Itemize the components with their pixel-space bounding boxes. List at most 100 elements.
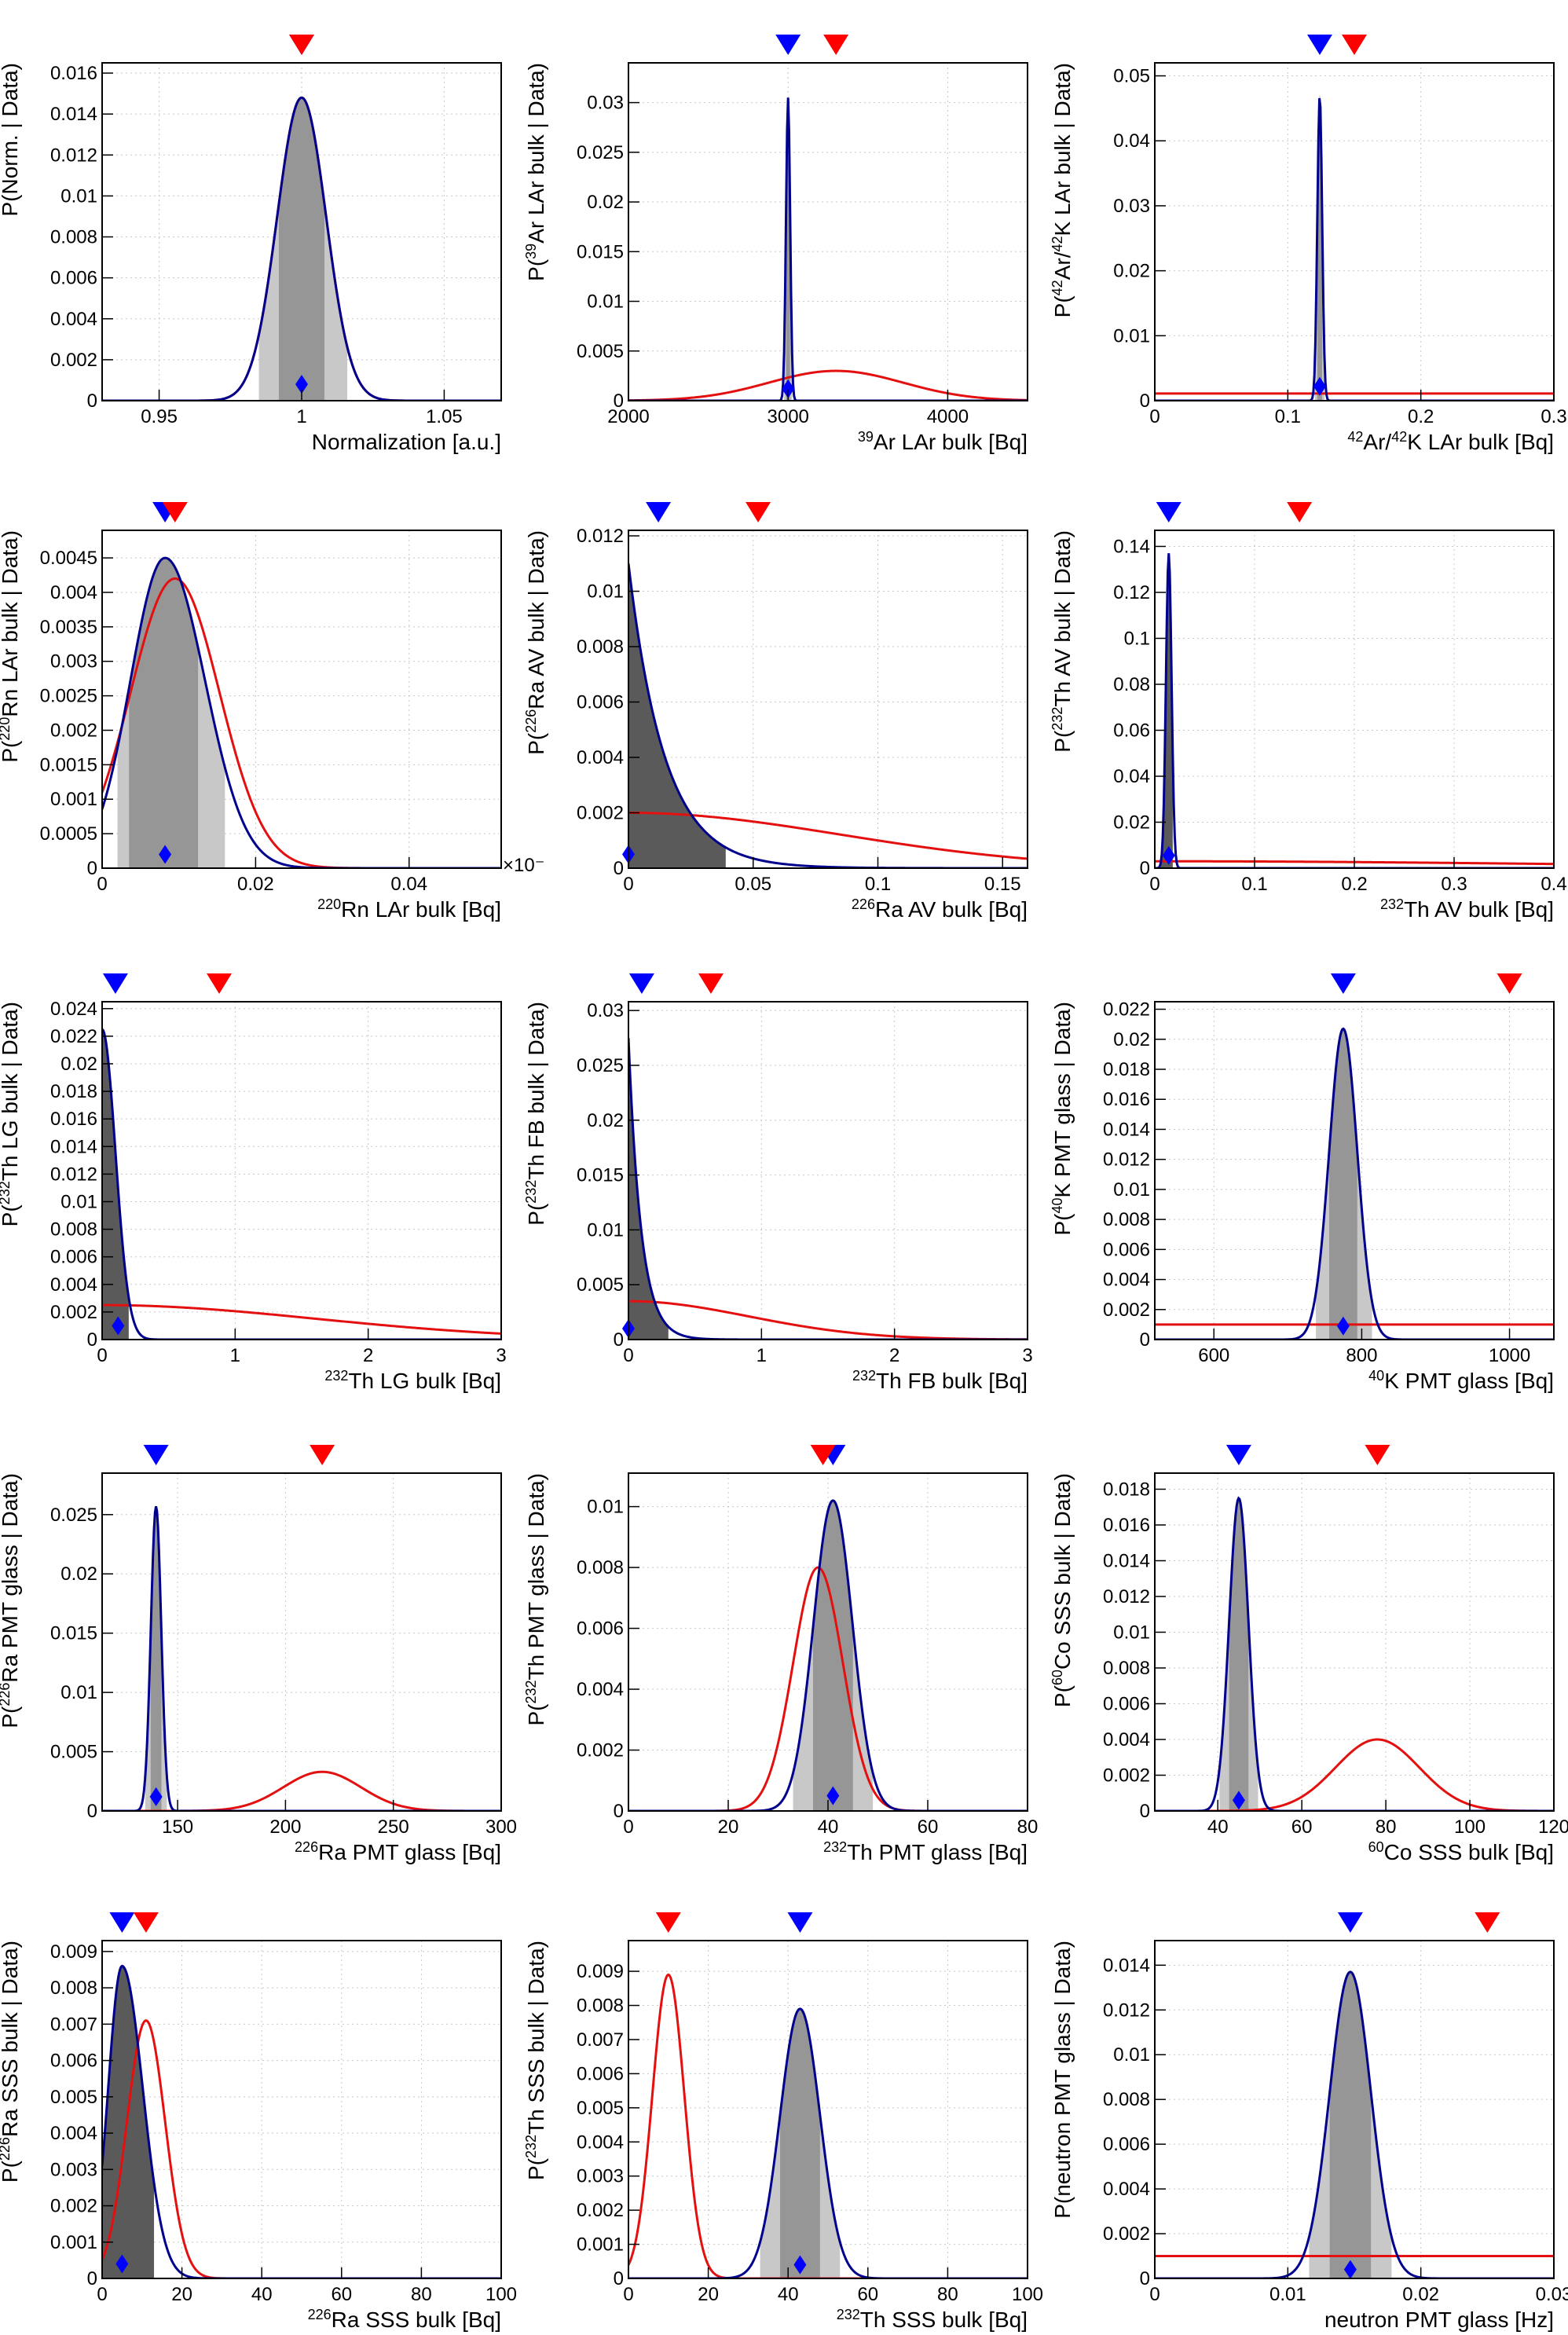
y-tick-label: 0.016 — [50, 63, 97, 84]
prior-curve — [102, 577, 501, 868]
label-text: P( — [1050, 1684, 1075, 1707]
plot-frame — [628, 530, 1028, 869]
best-fit-diamond — [1343, 2260, 1357, 2279]
prior-curve — [628, 1973, 1028, 2278]
y-tick-label: 0.006 — [50, 2051, 97, 2072]
y-tick-label: 0 — [87, 390, 97, 412]
x-axis-title: 39Ar LAr bulk [Bq] — [858, 429, 1028, 454]
y-tick-label: 0.02 — [60, 1563, 97, 1585]
label-text: P( — [524, 1203, 548, 1226]
y-tick-label: 0.015 — [50, 1623, 97, 1644]
y-tick-label: 0.002 — [50, 1302, 97, 1323]
y-tick-label: 0.01 — [1113, 1179, 1150, 1200]
posterior-curve — [102, 96, 501, 401]
label-text: Ar LAr bulk [Bq] — [874, 430, 1028, 454]
x-tick-label: 0.2 — [1341, 874, 1367, 895]
x-axis-title: 60Co SSS bulk [Bq] — [1368, 1839, 1554, 1864]
x-axis-title: 232Th FB bulk [Bq] — [852, 1368, 1028, 1393]
y-tick-label: 0 — [614, 1801, 624, 1822]
superscript: 42 — [1347, 429, 1363, 445]
x-tick-label: 0 — [623, 1345, 633, 1366]
best-fit-diamond — [295, 375, 308, 394]
mode-marker — [1337, 1912, 1363, 1933]
superscript: 232 — [837, 2307, 860, 2322]
panel-ra226sss: 0 20 40 60 80 100 0 0.001 0.002 0.003 0.004 0.005 0.… — [0, 1912, 517, 2332]
y-tick-label: 0 — [614, 390, 624, 412]
y-tick-label: 0.0025 — [40, 686, 97, 707]
label-text: P( — [524, 732, 548, 755]
label-text: Th AV bulk [Bq] — [1404, 897, 1554, 922]
y-tick-label: 0.01 — [587, 1219, 624, 1241]
label-text: Ra AV bulk | Data) — [524, 530, 548, 709]
label-text: Ra SSS bulk [Bq] — [332, 2308, 501, 2332]
best-fit-diamond — [1313, 376, 1326, 396]
x-tick-label: 4000 — [927, 406, 969, 427]
superscript: 232 — [852, 1368, 876, 1384]
y-tick-label: 0 — [1140, 2268, 1150, 2289]
x-tick-label: 0 — [97, 2284, 107, 2305]
x-tick-label: 3000 — [768, 406, 809, 427]
panel-ar42: 0 0.1 0.2 0.300.010.020.030.040.0542Ar/42K … — [1050, 35, 1567, 454]
x-tick-label: 0 — [1149, 406, 1160, 427]
y-tick-label: 0.0005 — [40, 823, 97, 845]
x-tick-label: 100 — [485, 2284, 517, 2305]
panel-th232sss: 0 20 40 60 80 100 0 0.001 0.002 0.003 0.004 0.005 0.… — [523, 1912, 1043, 2332]
credible-band — [102, 1966, 155, 2278]
plot-area — [1155, 63, 1554, 401]
posterior-curve — [628, 1038, 1028, 1340]
superscript: 232 — [523, 1681, 539, 1704]
plot-frame — [1154, 62, 1555, 401]
superscript: 226 — [295, 1839, 318, 1855]
posterior-curve — [102, 1028, 501, 1340]
plot-frame — [1154, 530, 1555, 869]
mode-marker — [1225, 1445, 1251, 1465]
label-text: P( — [524, 258, 548, 281]
plot-area — [1155, 1941, 1554, 2278]
y-axis-title: P(220Rn LAr bulk | Data) — [0, 530, 22, 763]
label-text: P( — [0, 1204, 22, 1227]
y-tick-label: 0.012 — [577, 526, 624, 547]
panel-norm: 0.95 1 1.05 0 0.002 0.004 0.006 0.008 0.01 0.012 0… — [0, 35, 502, 454]
y-tick-label: 0.014 — [50, 1136, 97, 1157]
y-tick-label: 0.002 — [50, 720, 97, 741]
x-tick-label: 0.4 — [1541, 874, 1566, 895]
mode-marker — [628, 973, 654, 994]
y-tick-label: 0.016 — [1103, 1515, 1150, 1536]
superscript: 42 — [1050, 280, 1065, 295]
y-tick-label: 0.01 — [1113, 2044, 1150, 2066]
y-tick-label: 0.01 — [587, 291, 624, 313]
plot-frame — [628, 1940, 1028, 2279]
y-tick-label: 0.008 — [1103, 2089, 1150, 2110]
plot-area — [1155, 1473, 1554, 1811]
y-tick-label: 0 — [87, 2268, 97, 2289]
plot-frame — [628, 1001, 1028, 1340]
y-tick-label: 0.018 — [1103, 1059, 1150, 1080]
label-text: P( — [0, 1706, 22, 1728]
y-tick-label: 0.02 — [587, 192, 624, 213]
y-tick-label: 0.002 — [577, 2200, 624, 2221]
y-tick-label: 0.012 — [50, 1164, 97, 1185]
x-axis-title: 232Th LG bulk [Bq] — [324, 1368, 501, 1393]
y-tick-label: 0.001 — [577, 2234, 624, 2256]
label-text: P( — [0, 740, 22, 763]
y-tick-label: 0.03 — [587, 1000, 624, 1021]
y-tick-label: 0.0035 — [40, 617, 97, 638]
y-tick-label: 0.08 — [1113, 674, 1150, 695]
superscript: 60 — [1368, 1839, 1384, 1855]
x-axis-title: neutron PMT glass [Hz] — [1324, 2308, 1554, 2332]
y-tick-label: 0.02 — [1113, 261, 1150, 282]
y-tick-label: 0.006 — [1103, 1239, 1150, 1260]
y-tick-label: 0.006 — [50, 268, 97, 289]
x-tick-label: 60 — [1291, 1816, 1313, 1838]
x-tick-label: 20 — [698, 2284, 719, 2305]
x-tick-label: 1.05 — [426, 406, 463, 427]
y-axis-title: P(232Th FB bulk | Data) — [523, 1002, 548, 1226]
label-text: neutron PMT glass [Hz] — [1324, 2308, 1554, 2332]
y-tick-label: 0.004 — [577, 747, 624, 768]
y-tick-label: 0.02 — [1113, 1029, 1150, 1050]
mode-marker — [109, 1912, 135, 1933]
superscript: 60 — [1050, 1670, 1065, 1685]
x-axis-title: 232Th AV bulk [Bq] — [1380, 896, 1554, 922]
